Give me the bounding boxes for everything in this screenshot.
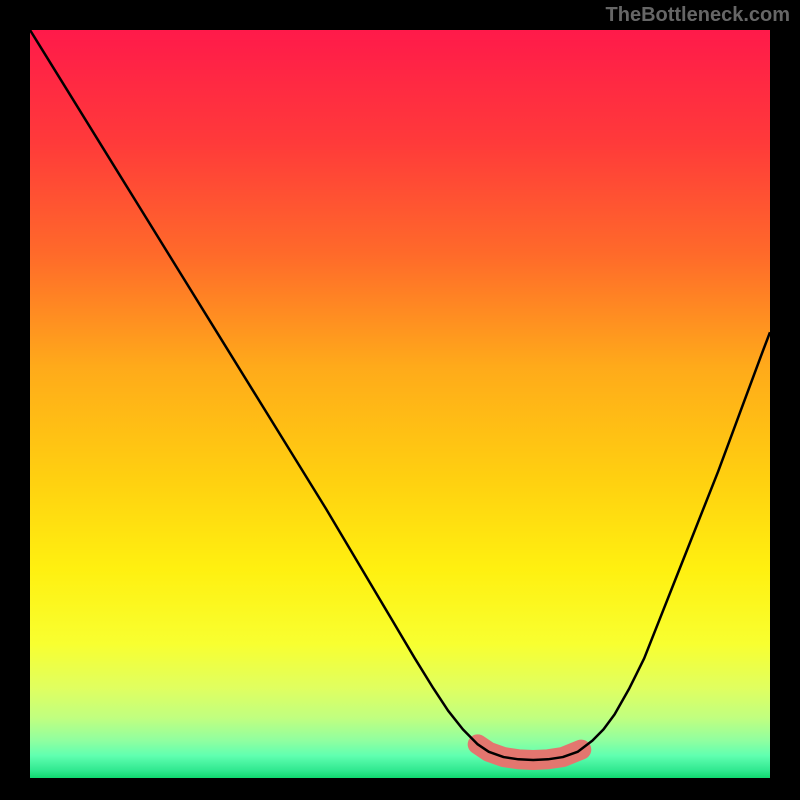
bottleneck-curve <box>30 30 770 760</box>
plot-area <box>30 30 770 778</box>
chart-container: TheBottleneck.com <box>0 0 800 800</box>
curve-layer <box>30 30 770 778</box>
watermark-text: TheBottleneck.com <box>606 4 790 27</box>
